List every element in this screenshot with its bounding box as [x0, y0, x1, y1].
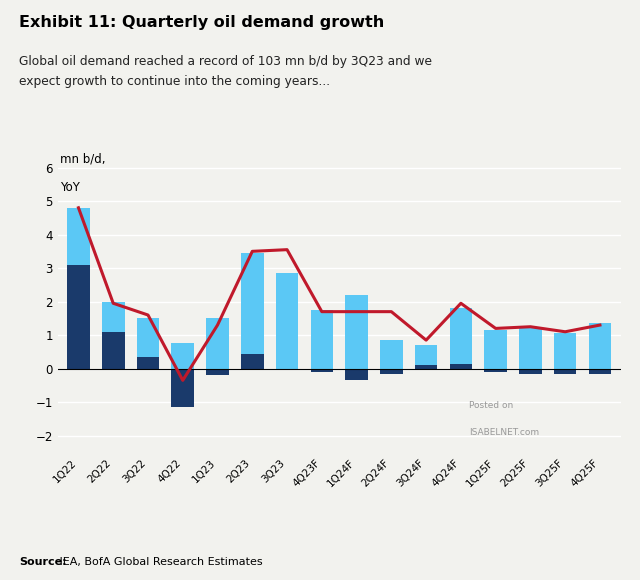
- Bar: [380, 340, 403, 369]
- Global Demand: [492, 325, 499, 332]
- Bar: [484, 330, 507, 369]
- Global Demand: [248, 248, 256, 255]
- Bar: [102, 332, 125, 369]
- Bar: [102, 302, 125, 332]
- Bar: [241, 253, 264, 354]
- Bar: [415, 365, 437, 369]
- Global Demand: [214, 321, 221, 328]
- Global Demand: [179, 377, 187, 384]
- Bar: [346, 369, 368, 380]
- Bar: [67, 264, 90, 369]
- Global Demand: [596, 321, 604, 328]
- Bar: [172, 369, 194, 407]
- Bar: [137, 318, 159, 357]
- Bar: [589, 369, 611, 374]
- Text: Source:: Source:: [19, 557, 67, 567]
- Bar: [276, 369, 298, 370]
- Global Demand: [144, 311, 152, 318]
- Text: IEA, BofA Global Research Estimates: IEA, BofA Global Research Estimates: [56, 557, 263, 567]
- Bar: [137, 357, 159, 369]
- Global Demand: [527, 323, 534, 330]
- Bar: [554, 369, 577, 374]
- Bar: [67, 208, 90, 264]
- Bar: [449, 309, 472, 364]
- Bar: [206, 369, 229, 375]
- Text: Posted on: Posted on: [468, 401, 513, 410]
- Global Demand: [457, 300, 465, 307]
- Bar: [241, 354, 264, 369]
- Bar: [519, 328, 541, 369]
- Text: YoY: YoY: [60, 181, 80, 194]
- Bar: [519, 369, 541, 374]
- Bar: [310, 310, 333, 369]
- Bar: [449, 364, 472, 369]
- Text: mn b/d,: mn b/d,: [60, 153, 106, 165]
- Global Demand: [422, 336, 430, 343]
- Bar: [484, 369, 507, 372]
- Global Demand: [75, 204, 83, 211]
- Global Demand: [284, 246, 291, 253]
- Global Demand: [318, 308, 326, 315]
- Bar: [346, 295, 368, 369]
- Bar: [276, 273, 298, 369]
- Text: expect growth to continue into the coming years...: expect growth to continue into the comin…: [19, 75, 330, 88]
- Bar: [554, 334, 577, 369]
- Bar: [206, 318, 229, 369]
- Text: ISABELNET.com: ISABELNET.com: [468, 428, 539, 437]
- Bar: [589, 324, 611, 369]
- Bar: [172, 343, 194, 369]
- Global Demand: [561, 328, 569, 335]
- Line: Global Demand: Global Demand: [79, 208, 600, 380]
- Bar: [415, 345, 437, 365]
- Global Demand: [109, 300, 117, 307]
- Text: Global oil demand reached a record of 103 mn b/d by 3Q23 and we: Global oil demand reached a record of 10…: [19, 55, 432, 68]
- Text: Exhibit 11: Quarterly oil demand growth: Exhibit 11: Quarterly oil demand growth: [19, 14, 385, 30]
- Global Demand: [387, 308, 395, 315]
- Global Demand: [353, 308, 360, 315]
- Bar: [310, 369, 333, 372]
- Bar: [380, 369, 403, 374]
